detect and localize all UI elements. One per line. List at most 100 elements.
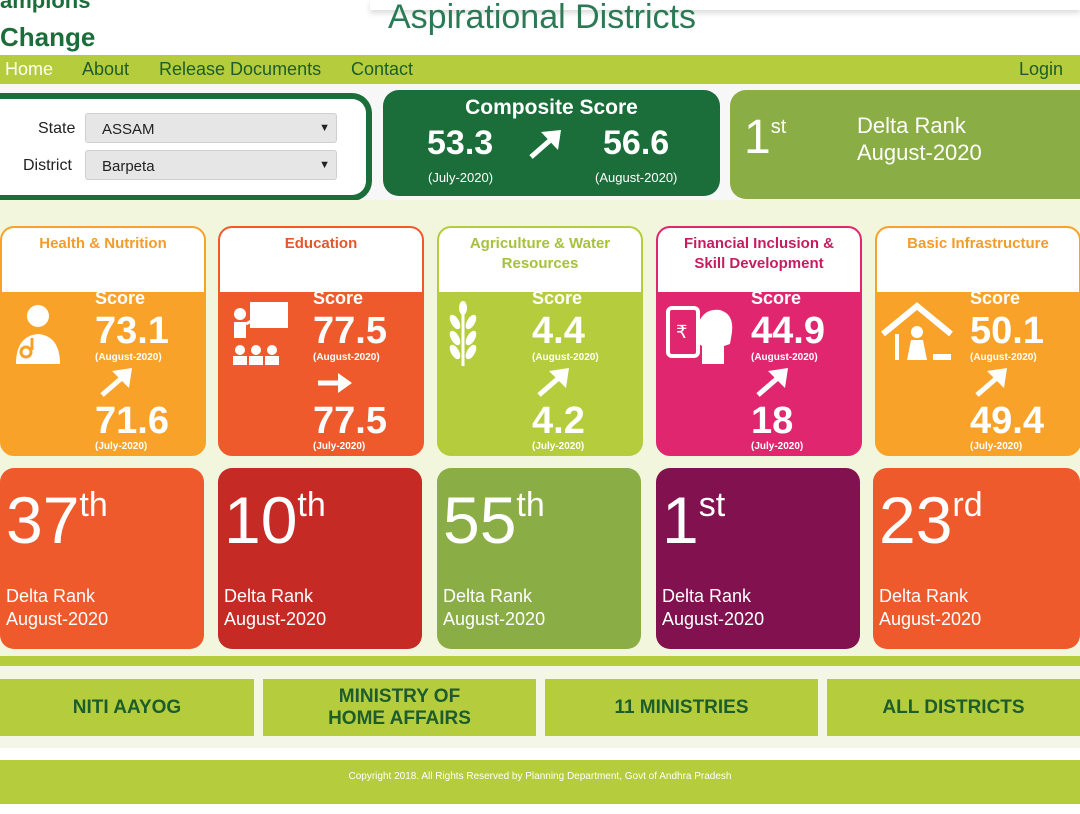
sector-title: Education <box>220 234 422 254</box>
arrow-up-right-icon <box>529 130 561 159</box>
rank-suffix: th <box>297 486 326 524</box>
svg-text:₹: ₹ <box>676 322 687 343</box>
caret-down-icon: ▼ <box>319 122 330 134</box>
rank-suffix: st <box>698 486 726 524</box>
sector-title: Basic Infrastructure <box>877 234 1079 254</box>
caret-down-icon: ▼ <box>319 159 330 171</box>
sector-title-line1: Agriculture & Water <box>469 235 611 252</box>
sector-title-line1: Basic Infrastructure <box>907 235 1049 252</box>
wheat-icon <box>449 301 477 366</box>
filter-panel: State ASSAM ▼ District Barpeta ▼ <box>0 93 372 201</box>
rank-label: Delta Rank <box>879 586 969 606</box>
current-score: 73.1 <box>95 310 169 352</box>
rank-number: 55th <box>443 482 545 558</box>
rank-suffix: rd <box>952 486 983 524</box>
current-score: 4.4 <box>532 310 585 352</box>
rank-period: August-2020 <box>443 609 546 629</box>
rank-value: 55 <box>443 483 517 557</box>
nav-about[interactable]: About <box>82 59 130 79</box>
sector-card[interactable]: Agriculture & Water Resources Score 4.4 (Aug… <box>437 226 643 456</box>
arrow-up-right-icon <box>100 368 132 397</box>
ministry-home-affairs-button[interactable]: MINISTRY OF HOME AFFAIRS <box>263 679 536 736</box>
rank-label: Delta Rank <box>662 586 752 606</box>
sector-title: Agriculture & Water Resources <box>439 234 641 274</box>
rank-period: August-2020 <box>6 609 109 629</box>
rank-value: 23 <box>879 483 953 557</box>
rank-period: August-2020 <box>662 609 765 629</box>
ministry-line2: HOME AFFAIRS <box>328 707 471 729</box>
sector-delta-rank-card: 23rd Delta Rank August-2020 <box>873 468 1080 649</box>
previous-score: 71.6 <box>95 400 169 442</box>
main-nav: Home About Release Documents Contact Log… <box>0 55 1080 84</box>
score-label: Score <box>970 288 1021 308</box>
nav-home[interactable]: Home <box>5 59 54 79</box>
score-label: Score <box>532 288 583 308</box>
sector-title: Financial Inclusion & Skill Development <box>658 234 860 274</box>
overall-rank-number: 1st <box>744 110 786 165</box>
sector-title-line1: Education <box>284 235 358 252</box>
ministry-line1: MINISTRY OF <box>338 685 461 707</box>
sector-card-header: Agriculture & Water Resources <box>439 228 641 292</box>
sector-delta-rank-card: 10th Delta Rank August-2020 <box>218 468 422 649</box>
rank-number: 1st <box>662 482 725 558</box>
previous-score: 18 <box>751 400 794 442</box>
eleven-ministries-button[interactable]: 11 MINISTRIES <box>545 679 818 736</box>
rank-period: August-2020 <box>879 609 982 629</box>
district-select[interactable]: Barpeta ▼ <box>85 150 337 180</box>
finance-head-icon: ₹ <box>666 306 733 364</box>
sector-card-header: Health & Nutrition <box>2 228 204 292</box>
previous-period: (July-2020) <box>751 441 804 452</box>
nav-contact[interactable]: Contact <box>351 59 414 79</box>
niti-aayog-button[interactable]: NITI AAYOG <box>0 679 254 736</box>
previous-score: 49.4 <box>970 400 1044 442</box>
score-label: Score <box>313 288 364 308</box>
composite-curr-value: 56.6 <box>603 124 670 162</box>
sector-card[interactable]: Financial Inclusion & Skill Development ₹ S… <box>656 226 862 456</box>
rank-suffix: th <box>79 486 108 524</box>
composite-prev-value: 53.3 <box>427 124 494 162</box>
current-score: 77.5 <box>313 310 387 352</box>
sector-delta-rank-card: 55th Delta Rank August-2020 <box>437 468 641 649</box>
current-period: (August-2020) <box>532 352 599 363</box>
house-icon <box>881 302 953 360</box>
arrow-up-right-icon <box>975 368 1007 397</box>
previous-period: (July-2020) <box>313 441 366 452</box>
previous-score: 4.2 <box>532 400 585 442</box>
nav-login[interactable]: Login <box>1019 59 1064 79</box>
overall-rank-suffix: st <box>770 116 787 138</box>
rank-number: 23rd <box>879 482 983 558</box>
rank-label: Delta Rank <box>443 586 533 606</box>
composite-prev-period: (July-2020) <box>428 170 494 185</box>
current-period: (August-2020) <box>313 352 380 363</box>
divider-strip <box>0 656 1080 666</box>
rank-label: Delta Rank <box>224 586 314 606</box>
state-select[interactable]: ASSAM ▼ <box>85 113 337 143</box>
previous-period: (July-2020) <box>970 441 1023 452</box>
rank-value: 37 <box>6 483 80 557</box>
sector-delta-rank-card: 1st Delta Rank August-2020 <box>656 468 860 649</box>
state-select-value: ASSAM <box>102 121 155 138</box>
overall-delta-rank-card: 1st Delta Rank August-2020 <box>730 90 1080 199</box>
page-title: Aspirational Districts <box>388 0 696 36</box>
state-label: State <box>38 120 76 137</box>
rank-value: 10 <box>224 483 298 557</box>
sector-card-header: Basic Infrastructure <box>877 228 1079 292</box>
sector-title-line1: Health & Nutrition <box>39 235 167 252</box>
arrow-up-right-icon <box>756 368 788 397</box>
rank-suffix: th <box>516 486 545 524</box>
sector-card[interactable]: Health & Nutrition Score 73.1 (August-2020)… <box>0 226 206 456</box>
composite-curr-period: (August-2020) <box>595 170 678 185</box>
sector-title-line1: Financial Inclusion & <box>683 235 835 252</box>
current-period: (August-2020) <box>95 352 162 363</box>
sector-title: Health & Nutrition <box>2 234 204 254</box>
brand-top-text: ampions <box>0 0 91 13</box>
current-score: 50.1 <box>970 310 1044 352</box>
nav-release-documents[interactable]: Release Documents <box>159 59 322 79</box>
rank-number: 10th <box>224 482 326 558</box>
composite-title: Composite Score <box>465 96 638 119</box>
all-districts-button[interactable]: ALL DISTRICTS <box>827 679 1080 736</box>
sector-card[interactable]: Basic Infrastructure Score 50.1 (August-202… <box>875 226 1080 456</box>
sector-card[interactable]: Education Score 77.5 (August-2020) 77.5 (July… <box>218 226 424 456</box>
rank-label: Delta Rank <box>6 586 96 606</box>
sector-card-header: Education <box>220 228 422 292</box>
